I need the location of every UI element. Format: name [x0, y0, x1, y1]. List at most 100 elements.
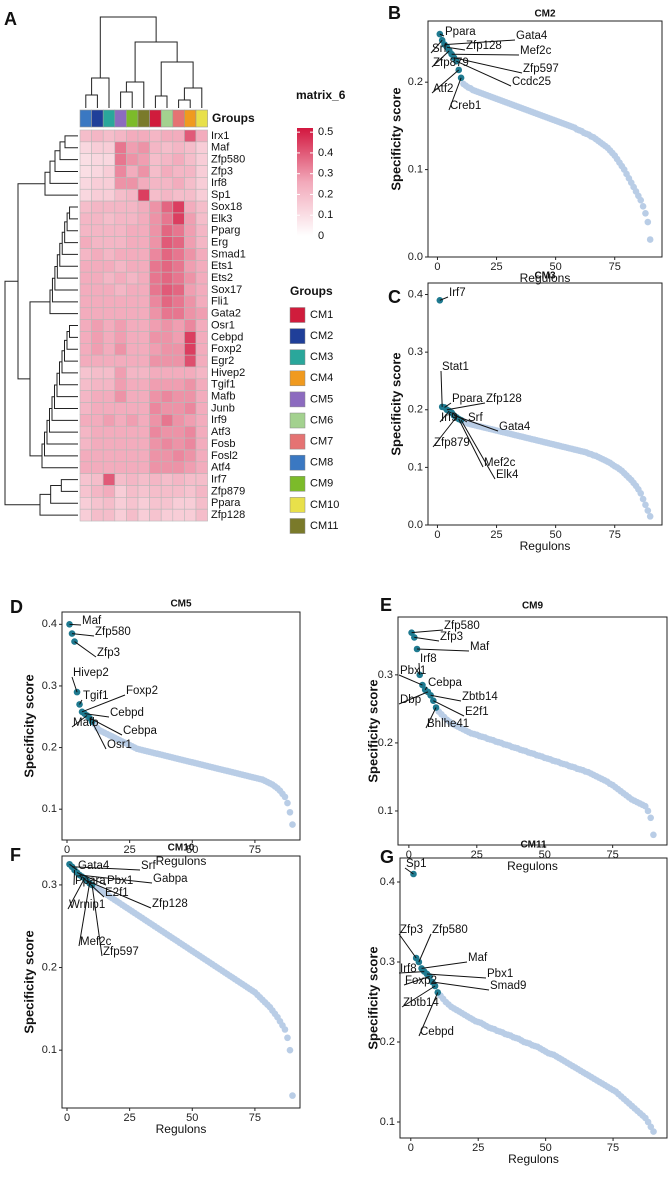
- heatmap-cell: [137, 449, 150, 463]
- leader-line: [446, 46, 466, 51]
- x-axis-label: Regulons: [508, 1152, 559, 1166]
- point-label: Irf8: [400, 963, 417, 975]
- heatmap-cell: [91, 390, 104, 403]
- heatmap-cell: [160, 283, 174, 297]
- heatmap-cell: [91, 141, 104, 155]
- heatmap-cell: [79, 402, 92, 415]
- heatmap-cell: [160, 414, 174, 427]
- row-label: Tgif1: [211, 379, 235, 391]
- point-label: Pbx1: [487, 968, 513, 980]
- group-annotation: [91, 109, 104, 128]
- heatmap-cell: [91, 224, 104, 237]
- heatmap-cell: [137, 141, 150, 155]
- heatmap-cell: [184, 212, 197, 226]
- point-label: Zbtb14: [403, 997, 439, 1009]
- heatmap-cell: [184, 271, 197, 285]
- group-annotation: [149, 109, 162, 128]
- point: [644, 507, 652, 514]
- point-label: Zfp128: [486, 393, 522, 405]
- heatmap-cell: [114, 188, 127, 202]
- heatmap-cell: [79, 307, 92, 320]
- heatmap-cell: [114, 236, 127, 249]
- heatmap-cell: [195, 129, 208, 143]
- y-tick-label: 0.3: [378, 669, 393, 681]
- heatmap-cell: [160, 165, 174, 178]
- heatmap-cell: [149, 497, 162, 510]
- point: [71, 638, 78, 645]
- point-label: Stat1: [442, 361, 469, 373]
- leader-line: [86, 880, 152, 909]
- heatmap-cell: [126, 437, 139, 451]
- heatmap-cell: [137, 425, 150, 439]
- leader-line: [431, 50, 450, 68]
- point-label: Gabpa: [153, 873, 188, 885]
- heatmap-cell: [149, 295, 162, 309]
- row-label: Egr2: [211, 355, 234, 367]
- heatmap-cell: [79, 236, 92, 249]
- heatmap-cell: [79, 141, 92, 155]
- heatmap-cell: [195, 366, 208, 380]
- heatmap-cell: [149, 473, 162, 486]
- heatmap-cell: [91, 319, 104, 332]
- heatmap-cell: [79, 342, 92, 356]
- leader-line: [67, 878, 85, 910]
- row-label: Pparg: [211, 225, 240, 237]
- point-label: Mef2c: [484, 457, 516, 469]
- heatmap-cell: [160, 271, 174, 285]
- legend-label: CM9: [310, 478, 333, 490]
- leader-line: [431, 69, 460, 94]
- heatmap-cell: [160, 378, 174, 392]
- leader-line: [451, 53, 520, 56]
- x-tick-label: 50: [186, 1112, 198, 1124]
- heatmap-cell: [195, 200, 208, 214]
- heatmap-cell: [172, 461, 185, 474]
- chart-title: CM2: [534, 9, 556, 20]
- heatmap-cell: [149, 378, 162, 392]
- heatmap-cell: [172, 188, 185, 202]
- heatmap-cell: [126, 283, 139, 297]
- point-label: Dbp: [400, 694, 421, 706]
- heatmap-cell: [114, 295, 127, 309]
- heatmap-cell: [137, 224, 150, 237]
- heatmap-cell: [184, 331, 197, 344]
- leader-line: [432, 416, 457, 448]
- point: [284, 799, 291, 807]
- heatmap-cell: [172, 497, 185, 510]
- point-label: Mef2c: [80, 936, 112, 948]
- heatmap-cell: [126, 319, 139, 332]
- heatmap-cell: [91, 283, 104, 297]
- y-tick-label: 0.3: [380, 956, 395, 968]
- x-tick-label: 25: [472, 1142, 484, 1154]
- leader-line: [456, 60, 512, 87]
- heatmap-cell: [195, 508, 208, 522]
- heatmap-cell: [195, 271, 208, 285]
- point-label: Foxp2: [126, 685, 158, 697]
- heatmap-cell: [149, 248, 162, 261]
- x-tick-label: 0: [406, 849, 412, 861]
- row-dendrogram: [69, 206, 78, 220]
- heatmap-cell: [149, 153, 162, 166]
- heatmap-cell: [149, 141, 162, 155]
- heatmap-cell: [91, 307, 104, 320]
- heatmap-cell: [172, 354, 185, 368]
- legend-label: CM5: [310, 393, 333, 405]
- column-dendrogram: [120, 91, 133, 108]
- leader-line: [76, 872, 107, 886]
- heatmap-cell: [160, 497, 174, 510]
- heatmap-cell: [91, 437, 104, 451]
- row-label: Fli1: [211, 296, 229, 308]
- heatmap-cell: [172, 283, 185, 297]
- heatmap-cell: [102, 165, 116, 178]
- heatmap-cell: [91, 165, 104, 178]
- row-label: Ppara: [211, 497, 241, 509]
- heatmap-cell: [137, 331, 150, 344]
- panel-letter: A: [4, 9, 17, 29]
- heatmap-cell: [79, 390, 92, 403]
- point-label: Srf: [141, 860, 157, 872]
- heatmap-cell: [184, 165, 197, 178]
- heatmap-cell: [137, 508, 150, 522]
- heatmap-cell: [149, 177, 162, 190]
- heatmap-cell: [184, 307, 197, 320]
- legend-label: CM6: [310, 414, 333, 426]
- heatmap-cell: [172, 248, 185, 261]
